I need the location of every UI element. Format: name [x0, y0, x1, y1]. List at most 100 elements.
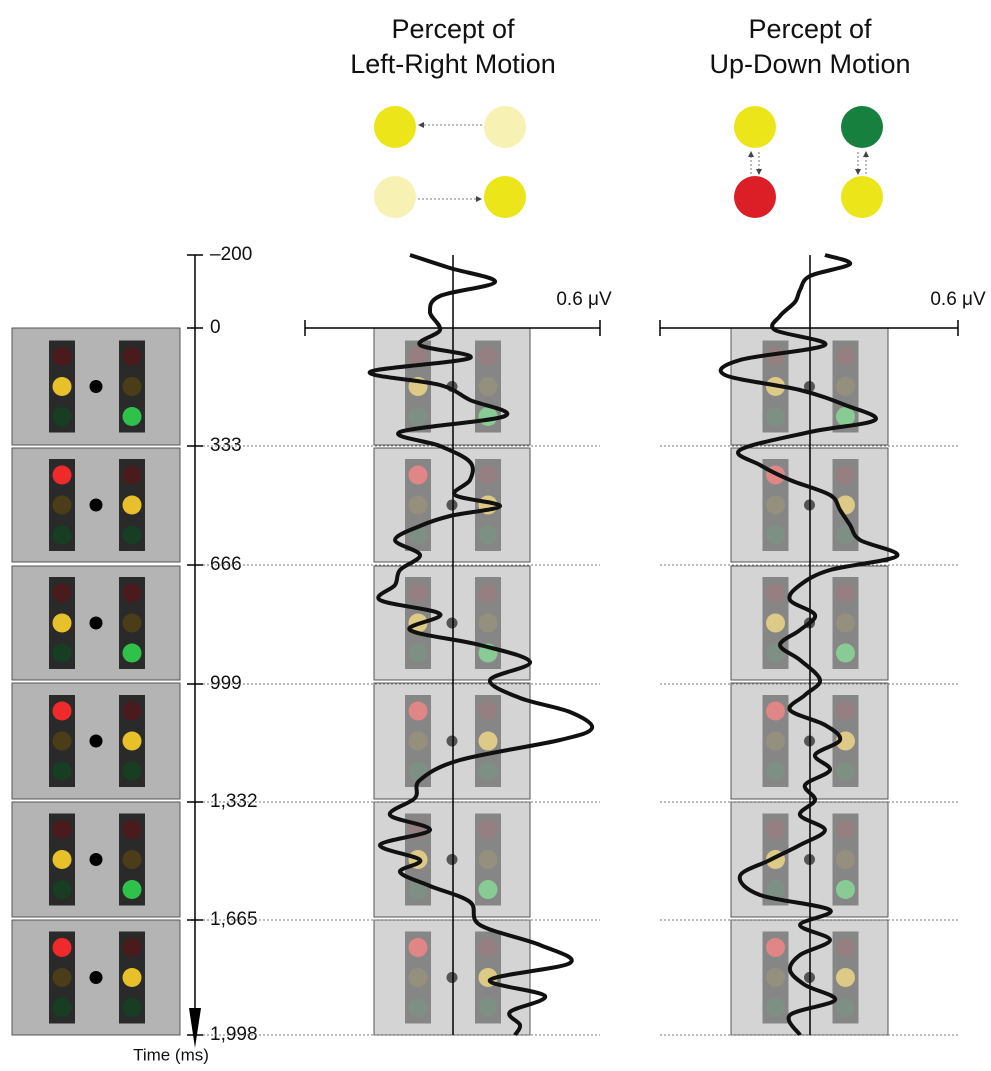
- disc: [734, 176, 776, 218]
- traffic-light: [49, 813, 75, 906]
- lamp: [52, 643, 72, 663]
- lamp: [52, 407, 72, 426]
- lamp: [52, 495, 72, 515]
- panel-title: Percept of: [391, 14, 515, 44]
- lamp: [836, 613, 855, 633]
- housing: [832, 813, 859, 906]
- disc: [841, 176, 883, 218]
- disc: [484, 176, 526, 218]
- fixation-dot: [89, 971, 103, 984]
- lamp: [766, 731, 785, 751]
- erp-waveform: [718, 253, 900, 1037]
- lamp: [52, 850, 72, 869]
- lamp: [478, 377, 498, 396]
- lamp: [122, 968, 142, 987]
- lamp: [122, 998, 142, 1017]
- panel-title: Up-Down Motion: [709, 49, 910, 79]
- traffic-light: [119, 931, 145, 1024]
- fixation-dot: [89, 853, 103, 866]
- housing: [475, 813, 501, 906]
- fixation-dot: [89, 734, 103, 748]
- traffic-light: [119, 577, 145, 669]
- fixation-dot: [89, 616, 103, 630]
- fixation-dot: [446, 499, 458, 511]
- lamp: [122, 820, 142, 839]
- lamp: [478, 525, 498, 545]
- lamp: [52, 525, 72, 545]
- lamp: [766, 938, 785, 957]
- tick-label: 333: [210, 435, 242, 456]
- lamp: [766, 701, 785, 721]
- lamp: [122, 643, 142, 663]
- scale-label: 0.6 μV: [930, 289, 986, 310]
- lamp: [52, 377, 72, 396]
- lamp: [478, 347, 498, 366]
- lamp: [766, 880, 785, 899]
- lamp: [478, 583, 498, 603]
- lamp: [836, 583, 855, 603]
- percept-icons: [374, 106, 883, 218]
- lamp: [836, 377, 855, 396]
- disc: [484, 106, 526, 148]
- lamp: [478, 820, 498, 839]
- fixation-dot: [446, 617, 458, 629]
- axis-arrow: [189, 1008, 201, 1048]
- lamp: [52, 820, 72, 839]
- traffic-light: [475, 340, 501, 433]
- lamp: [836, 968, 855, 987]
- lamp: [766, 495, 785, 515]
- housing: [832, 577, 859, 669]
- lamp: [478, 938, 498, 957]
- housing: [832, 340, 859, 433]
- lamp: [478, 880, 498, 899]
- panel-title: Percept of: [748, 14, 872, 44]
- housing: [832, 931, 859, 1024]
- lamp: [836, 761, 855, 781]
- traffic-light: [119, 340, 145, 433]
- housing: [762, 577, 789, 669]
- lamp: [836, 465, 855, 485]
- tick-label: 666: [210, 554, 242, 575]
- fixation-dot: [89, 380, 103, 393]
- lamp: [408, 465, 428, 485]
- traffic-light: [832, 577, 859, 669]
- traffic-light: [762, 695, 789, 787]
- housing: [475, 577, 501, 669]
- traffic-light: [119, 813, 145, 906]
- tick-label: 999: [210, 673, 242, 694]
- traffic-light: [405, 340, 431, 433]
- tick-label: 1,332: [210, 791, 258, 812]
- panels: –200 0 333 666 999 1,332 1,665 1,998: [11, 244, 959, 1048]
- lamp: [122, 465, 142, 485]
- lamp: [478, 613, 498, 633]
- lamp: [52, 761, 72, 781]
- lamp: [52, 347, 72, 366]
- lamp: [478, 998, 498, 1017]
- lamp: [478, 850, 498, 869]
- housing: [762, 695, 789, 787]
- lamp: [836, 701, 855, 721]
- tick-label: 1,665: [210, 909, 258, 930]
- tick-label: 1,998: [210, 1024, 258, 1045]
- lamp: [766, 761, 785, 781]
- disc: [374, 106, 416, 148]
- scale-label: 0.6 μV: [556, 289, 612, 310]
- lamp: [52, 998, 72, 1017]
- lamp: [408, 495, 428, 515]
- lamp: [52, 701, 72, 721]
- fixation-dot: [89, 498, 103, 512]
- lamp: [836, 407, 855, 426]
- lamp: [52, 938, 72, 957]
- lamp: [408, 347, 428, 366]
- traffic-light: [475, 813, 501, 906]
- traffic-light: [119, 695, 145, 787]
- lamp: [836, 938, 855, 957]
- lamp: [122, 583, 142, 603]
- fixation-dot: [446, 972, 458, 983]
- traffic-light: [49, 577, 75, 669]
- lamp: [52, 583, 72, 603]
- lamp: [478, 701, 498, 721]
- lamp: [122, 495, 142, 515]
- housing: [405, 695, 431, 787]
- lamp: [766, 998, 785, 1017]
